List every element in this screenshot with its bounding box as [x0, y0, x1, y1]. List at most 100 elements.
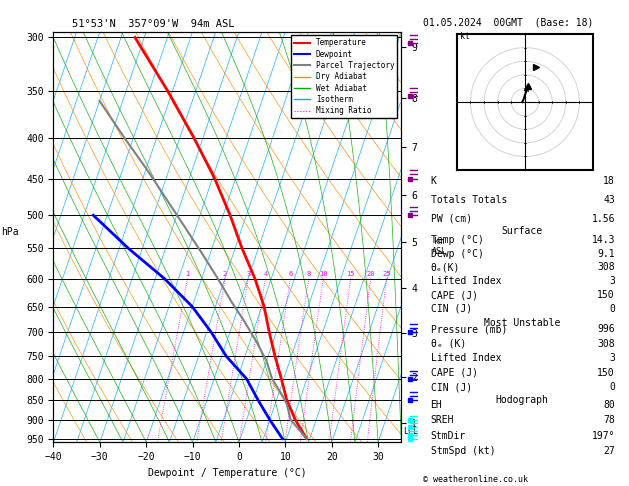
Text: Surface: Surface: [501, 226, 542, 236]
Text: 197°: 197°: [591, 431, 615, 441]
Text: Pressure (mb): Pressure (mb): [431, 325, 507, 334]
Line: Temperature: Temperature: [135, 37, 306, 439]
Text: EH: EH: [431, 399, 442, 410]
Parcel Trajectory: [263, 358, 270, 364]
Temperature: [190, 135, 198, 140]
Parcel Trajectory: [283, 401, 291, 407]
Dewpoint: [254, 397, 262, 403]
Text: 1.56: 1.56: [591, 214, 615, 224]
Text: 9.1: 9.1: [598, 249, 615, 259]
Dewpoint: [89, 212, 97, 218]
Text: 2: 2: [223, 271, 227, 277]
Text: 14.3: 14.3: [591, 235, 615, 245]
Legend: Temperature, Dewpoint, Parcel Trajectory, Dry Adiabat, Wet Adiabat, Isotherm, Mi: Temperature, Dewpoint, Parcel Trajectory…: [291, 35, 398, 118]
Text: kt: kt: [460, 33, 470, 41]
Temperature: [303, 436, 310, 442]
Text: CIN (J): CIN (J): [431, 382, 472, 393]
Text: 43: 43: [603, 195, 615, 205]
Text: Dewp (°C): Dewp (°C): [431, 249, 484, 259]
Text: CAPE (J): CAPE (J): [431, 368, 477, 378]
Text: 308: 308: [598, 262, 615, 273]
Text: Most Unstable: Most Unstable: [484, 318, 560, 328]
X-axis label: Dewpoint / Temperature (°C): Dewpoint / Temperature (°C): [148, 468, 307, 478]
Text: K: K: [431, 175, 437, 186]
Text: 308: 308: [598, 339, 615, 349]
Parcel Trajectory: [214, 276, 221, 281]
Temperature: [283, 397, 291, 403]
Dewpoint: [279, 436, 286, 442]
Text: 996: 996: [598, 325, 615, 334]
Text: CAPE (J): CAPE (J): [431, 290, 477, 300]
Text: PW (cm): PW (cm): [431, 214, 472, 224]
Parcel Trajectory: [96, 98, 103, 104]
Temperature: [238, 245, 246, 251]
Text: 3: 3: [246, 271, 250, 277]
Text: Totals Totals: Totals Totals: [431, 195, 507, 205]
Text: 8: 8: [306, 271, 311, 277]
Text: 27: 27: [603, 446, 615, 456]
Dewpoint: [125, 245, 132, 251]
Temperature: [226, 212, 234, 218]
Text: θₑ(K): θₑ(K): [431, 262, 460, 273]
Y-axis label: hPa: hPa: [1, 227, 18, 237]
Parcel Trajectory: [144, 168, 152, 174]
Text: Hodograph: Hodograph: [495, 396, 548, 405]
Text: Temp (°C): Temp (°C): [431, 235, 484, 245]
Text: 150: 150: [598, 368, 615, 378]
Temperature: [211, 175, 218, 181]
Dewpoint: [266, 417, 274, 423]
Dewpoint: [223, 353, 230, 359]
Text: 1: 1: [186, 271, 189, 277]
Parcel Trajectory: [182, 226, 190, 232]
Text: 10: 10: [319, 271, 328, 277]
Parcel Trajectory: [241, 319, 248, 325]
Text: 80: 80: [603, 399, 615, 410]
Temperature: [164, 88, 172, 94]
Text: © weatheronline.co.uk: © weatheronline.co.uk: [423, 474, 528, 484]
Parcel Trajectory: [253, 339, 260, 345]
Text: 3: 3: [609, 276, 615, 286]
Dewpoint: [161, 276, 169, 281]
Text: 4: 4: [263, 271, 267, 277]
Text: Lifted Index: Lifted Index: [431, 276, 501, 286]
Temperature: [131, 35, 139, 40]
Text: StmSpd (kt): StmSpd (kt): [431, 446, 495, 456]
Parcel Trajectory: [164, 198, 172, 204]
Text: SREH: SREH: [431, 415, 454, 425]
Text: Lifted Index: Lifted Index: [431, 353, 501, 364]
Line: Dewpoint: Dewpoint: [93, 215, 282, 439]
Parcel Trajectory: [287, 417, 294, 423]
Dewpoint: [243, 376, 250, 382]
Text: 78: 78: [603, 415, 615, 425]
Text: θₑ (K): θₑ (K): [431, 339, 466, 349]
Text: 0: 0: [609, 382, 615, 393]
Temperature: [291, 417, 299, 423]
Text: 150: 150: [598, 290, 615, 300]
Text: LCL: LCL: [404, 427, 419, 436]
Parcel Trajectory: [121, 135, 128, 140]
Temperature: [277, 376, 285, 382]
Text: 18: 18: [603, 175, 615, 186]
Dewpoint: [208, 330, 215, 335]
Parcel Trajectory: [303, 436, 310, 442]
Text: 51°53'N  357°09'W  94m ASL: 51°53'N 357°09'W 94m ASL: [72, 19, 235, 29]
Temperature: [271, 353, 279, 359]
Text: CIN (J): CIN (J): [431, 304, 472, 314]
Line: Parcel Trajectory: Parcel Trajectory: [99, 101, 306, 439]
Text: 20: 20: [367, 271, 375, 277]
Text: 25: 25: [382, 271, 391, 277]
Parcel Trajectory: [279, 393, 286, 399]
Text: 3: 3: [609, 353, 615, 364]
Text: 6: 6: [288, 271, 292, 277]
Temperature: [265, 330, 273, 335]
Dewpoint: [189, 304, 196, 310]
Temperature: [251, 276, 259, 281]
Text: StmDir: StmDir: [431, 431, 466, 441]
Y-axis label: km
ASL: km ASL: [431, 237, 447, 256]
Parcel Trajectory: [227, 298, 235, 304]
Text: 01.05.2024  00GMT  (Base: 18): 01.05.2024 00GMT (Base: 18): [423, 17, 593, 27]
Parcel Trajectory: [269, 376, 276, 382]
Text: 0: 0: [609, 304, 615, 314]
Temperature: [260, 304, 268, 310]
Parcel Trajectory: [199, 252, 206, 258]
